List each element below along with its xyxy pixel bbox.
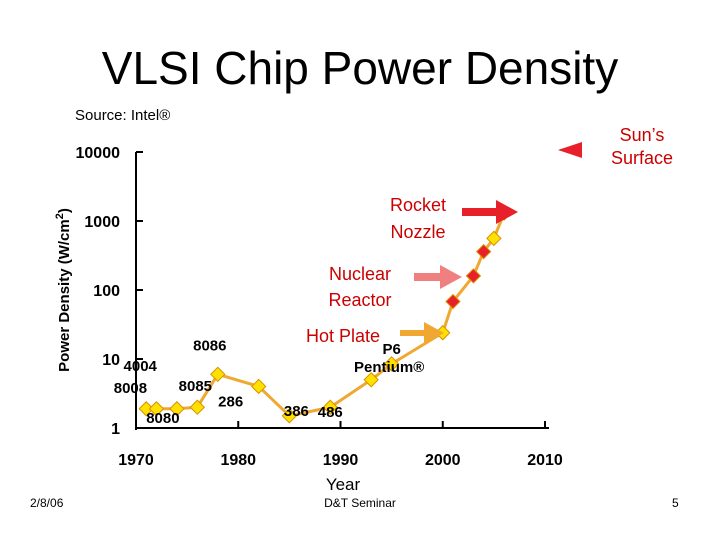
rocket-arrow-icon: [462, 200, 518, 224]
source-label: Source: Intel®: [75, 107, 170, 124]
annotation-hotplate: Hot Plate: [306, 322, 444, 346]
annotation-sun: Sun’s Surface: [558, 125, 673, 168]
data-point-marker: [322, 399, 338, 415]
y-axis-label-sup: 2: [54, 213, 66, 219]
x-tick-label: 1970: [118, 452, 154, 469]
y-tick-label: 1: [111, 421, 120, 438]
data-point-marker: [445, 293, 461, 310]
y-tick-label: 10000: [76, 145, 121, 162]
data-point-marker: [363, 372, 379, 388]
data-point-label: 8086: [193, 337, 226, 354]
data-point-marker: [189, 399, 206, 415]
data-point-marker: [465, 268, 482, 284]
x-tick-label: 1980: [220, 452, 256, 469]
data-point-marker: [148, 401, 165, 417]
data-point-label: Pentium®: [354, 359, 424, 376]
data-point-label: 8080: [146, 410, 179, 427]
annotation-hotplate-line1: Hot Plate: [306, 326, 380, 346]
data-point-label: 8085: [179, 378, 212, 395]
annotation-nuclear-line1: Nuclear: [329, 264, 391, 284]
data-point-label: 8008: [114, 380, 147, 397]
annotation-sun-line2: Surface: [611, 148, 673, 168]
annotation-nuclear-line2: Reactor: [328, 290, 391, 310]
data-point-marker: [169, 401, 185, 417]
footer-center: D&T Seminar: [324, 496, 396, 510]
page-number: 5: [672, 496, 679, 510]
y-tick-labels: 1 10 100 1000 10000: [76, 145, 121, 438]
data-point-label: P6: [382, 341, 400, 358]
data-point-marker: [210, 366, 226, 383]
footer-date: 2/8/06: [30, 496, 64, 510]
data-point-marker: [281, 408, 298, 424]
sun-arrow-icon: [558, 142, 606, 158]
annotation-rocket-line2: Nozzle: [390, 222, 445, 242]
y-axis-label-main: Power Density (W/cm: [56, 219, 73, 372]
data-point-marker: [486, 230, 502, 247]
data-point-label: 486: [318, 404, 343, 421]
annotation-rocket: Rocket Nozzle: [390, 195, 518, 242]
slide-title: VLSI Chip Power Density: [102, 42, 618, 94]
data-point-label: 386: [284, 403, 309, 420]
y-tick-label: 100: [93, 283, 120, 300]
data-point-marker: [475, 243, 492, 260]
x-axis-label: Year: [326, 475, 361, 494]
annotation-sun-line1: Sun’s: [620, 125, 665, 145]
y-axis-label: Power Density (W/cm2): [54, 208, 73, 372]
y-axis-label-close: ): [56, 208, 73, 213]
x-tick-label: 2010: [527, 452, 563, 469]
data-point-label: 4004: [124, 358, 158, 375]
nuclear-arrow-icon: [414, 265, 462, 289]
x-tick-label: 1990: [323, 452, 359, 469]
x-tick-labels: 1970 1980 1990 2000 2010: [118, 452, 563, 469]
data-point-marker: [138, 401, 154, 417]
data-point-marker: [383, 356, 400, 372]
y-tick-label: 10: [102, 352, 120, 369]
data-point-label: 286: [218, 393, 243, 410]
y-tick-label: 1000: [84, 214, 120, 231]
data-point-marker: [250, 378, 267, 395]
series-line: [146, 212, 506, 418]
x-tick-label: 2000: [425, 452, 461, 469]
annotation-nuclear: Nuclear Reactor: [328, 264, 462, 310]
hotplate-arrow-icon: [400, 322, 444, 344]
annotation-rocket-line1: Rocket: [390, 195, 446, 215]
chart-axes: [135, 151, 549, 430]
